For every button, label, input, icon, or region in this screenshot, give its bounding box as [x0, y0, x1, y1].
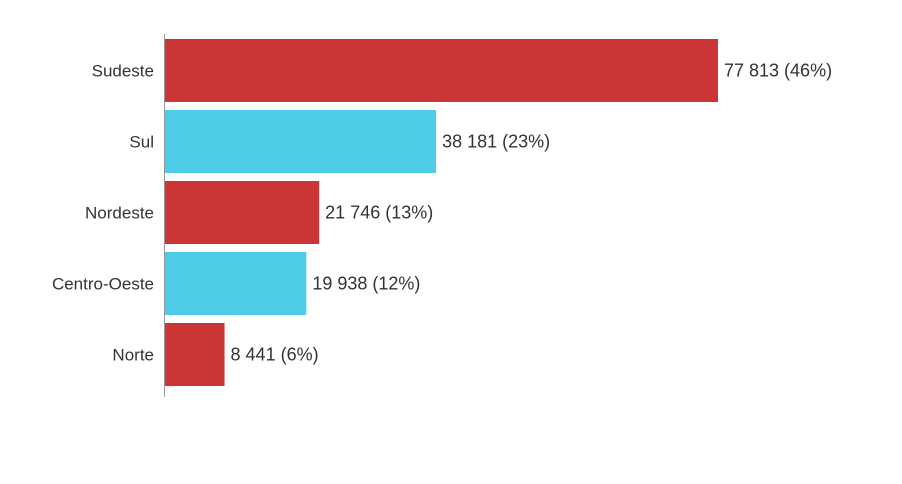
- value-label: 38 181 (23%): [442, 132, 550, 152]
- category-label: Sudeste: [92, 62, 154, 81]
- value-label: 21 746 (13%): [325, 203, 433, 223]
- category-label: Centro-Oeste: [52, 275, 154, 294]
- bar-norte: [164, 323, 225, 386]
- bars-layer: [164, 39, 718, 386]
- category-label: Sul: [129, 133, 154, 152]
- category-label: Nordeste: [85, 204, 154, 223]
- value-label: 77 813 (46%): [724, 61, 832, 81]
- bar-sudeste: [164, 39, 718, 102]
- bar-nordeste: [164, 181, 320, 244]
- value-label: 19 938 (12%): [312, 274, 420, 294]
- category-label: Norte: [112, 346, 154, 365]
- bar-centro-oeste: [164, 252, 307, 315]
- value-label: 8 441 (6%): [231, 345, 319, 365]
- labels-layer: Sudeste 77 813 (46%) Sul 38 181 (23%) Nordes…: [52, 61, 832, 365]
- bar-sul: [164, 110, 437, 173]
